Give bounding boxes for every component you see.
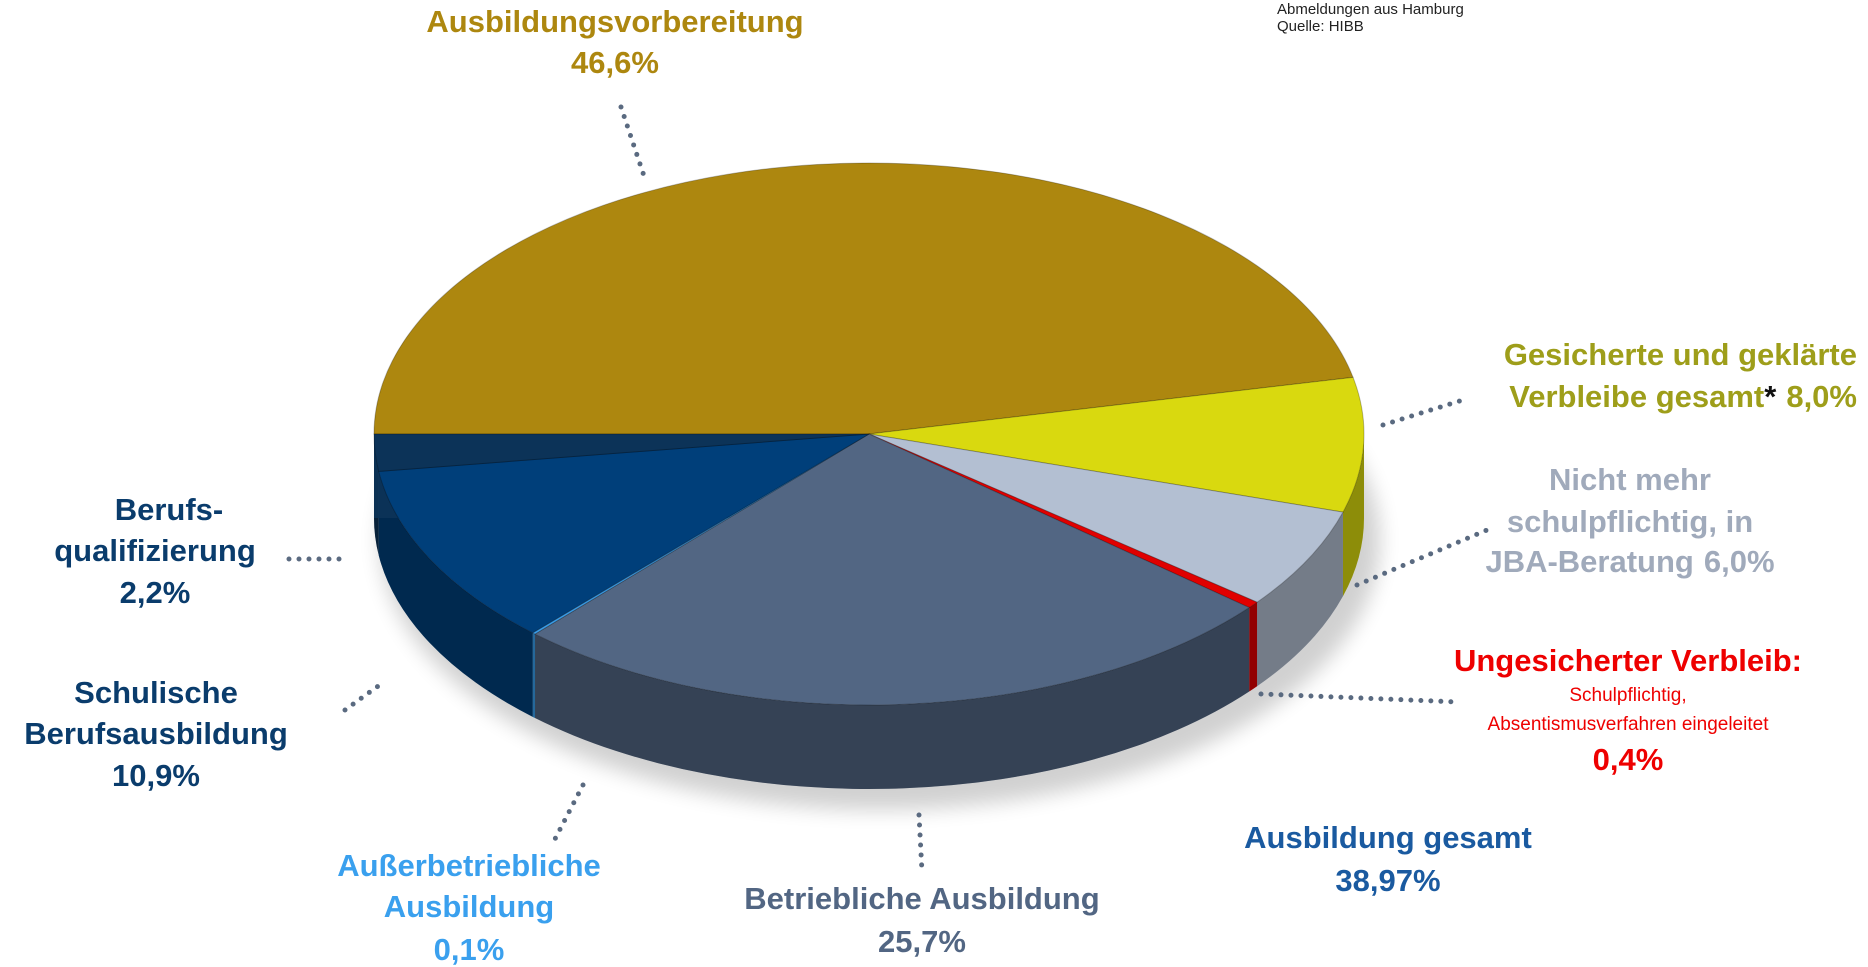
slice-side-shade bbox=[378, 471, 533, 717]
value-label: 6,0% bbox=[1704, 544, 1775, 579]
slice-label: Betriebliche Ausbildung bbox=[744, 881, 1099, 916]
detail-label: Schulpflichtig, bbox=[1569, 685, 1686, 706]
leader-line bbox=[342, 681, 384, 713]
value-label: 10,9% bbox=[112, 758, 200, 793]
slice-side-shade bbox=[1249, 602, 1258, 692]
summary-label: Ausbildung gesamt bbox=[1244, 820, 1532, 855]
leader-lines bbox=[286, 104, 1490, 875]
value-label: 0,4% bbox=[1593, 742, 1664, 777]
leader-line bbox=[552, 782, 586, 842]
value-label: 46,6% bbox=[571, 45, 659, 80]
slice-label: Berufs- bbox=[115, 492, 224, 527]
slice-label: qualifizierung bbox=[54, 533, 256, 568]
slice bbox=[378, 433, 870, 634]
slice-label-name: JBA-Beratung bbox=[1485, 544, 1693, 579]
value-label: 8,0% bbox=[1786, 379, 1857, 414]
slice-label: Berufsausbildung bbox=[24, 716, 288, 751]
slice bbox=[373, 433, 870, 472]
slice bbox=[868, 433, 1259, 609]
summary-value: 38,97% bbox=[1335, 863, 1440, 898]
slice-label: Gesicherte und geklärte bbox=[1504, 337, 1857, 372]
slice-label: schulpflichtig, in bbox=[1507, 504, 1753, 539]
slice bbox=[868, 376, 1365, 513]
slice bbox=[373, 162, 1354, 435]
leader-line bbox=[1354, 527, 1490, 588]
slice-side-shade bbox=[532, 632, 536, 719]
slice-label: Ausbildungsvorbereitung bbox=[426, 4, 803, 39]
slice-label: JBA-Beratung 6,0% bbox=[1485, 544, 1774, 579]
value-label: 25,7% bbox=[878, 924, 966, 959]
leader-line bbox=[1258, 691, 1461, 705]
footnote-marker: * bbox=[1764, 379, 1777, 414]
slice bbox=[531, 433, 870, 635]
detail-label: Absentismusverfahren eingeleitet bbox=[1488, 714, 1770, 735]
slice-label: Ungesicherter Verbleib: bbox=[1454, 643, 1802, 678]
slice-label: Ausbildung bbox=[384, 889, 554, 924]
leader-line bbox=[1380, 396, 1469, 428]
pie bbox=[373, 162, 1365, 789]
slice-label-name: Verbleibe gesamt bbox=[1509, 379, 1764, 414]
value-label: 0,1% bbox=[434, 932, 505, 967]
slice-label: Nicht mehr bbox=[1549, 462, 1711, 497]
slice-side bbox=[1249, 602, 1258, 692]
slice-side-shade bbox=[1257, 512, 1343, 687]
slice-side bbox=[1342, 434, 1364, 597]
value-label: 2,2% bbox=[120, 575, 191, 610]
note: Quelle: HIBB bbox=[1277, 18, 1364, 35]
slice bbox=[533, 433, 1251, 706]
leader-line bbox=[916, 812, 925, 875]
slice-label: Schulische bbox=[74, 675, 238, 710]
slice-side bbox=[535, 607, 1250, 789]
slice-side bbox=[1257, 512, 1343, 687]
slice-label: Verbleibe gesamt* 8,0% bbox=[1509, 379, 1857, 414]
slice-side-shade bbox=[1342, 434, 1364, 597]
slice-side bbox=[378, 471, 533, 717]
slice-side-shade bbox=[535, 607, 1250, 789]
slice-label: Außerbetriebliche bbox=[337, 848, 601, 883]
note: Abmeldungen aus Hamburg bbox=[1277, 1, 1464, 18]
slice bbox=[868, 433, 1344, 603]
slice-side bbox=[532, 632, 536, 719]
leader-line bbox=[618, 104, 648, 182]
